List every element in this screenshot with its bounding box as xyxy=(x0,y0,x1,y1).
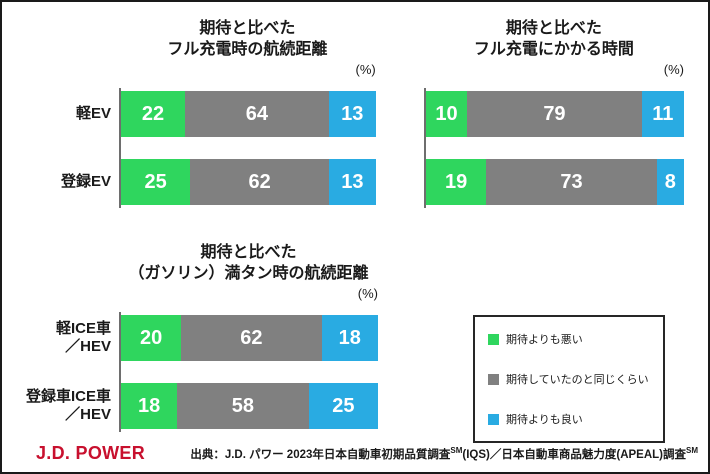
percent-unit-label: (%) xyxy=(357,286,378,302)
legend-label: 期待していたのと同じくらい xyxy=(506,374,649,387)
percent-unit-label: (%) xyxy=(663,62,684,78)
legend-label: 期待よりも悪い xyxy=(506,334,583,347)
bar-segment-worse-than-expected: 19 xyxy=(425,159,487,206)
bar-segment-better-than-expected: 13 xyxy=(328,91,376,138)
bar-rows: 軽EV 22 64 13 登録EV 25 62 13 xyxy=(22,88,376,209)
category-axis-line xyxy=(119,88,121,209)
stacked-bar: 18 58 25 xyxy=(121,383,378,430)
bar-segment-same-as-expected: 73 xyxy=(486,159,657,206)
source-citation: 出典：J.D. パワー 2023年日本自動車初期品質調査SM(IQS)／日本自動… xyxy=(190,446,698,462)
stacked-bar: 25 62 13 xyxy=(121,159,376,206)
legend-swatch xyxy=(488,413,499,425)
top-charts-row: 期待と比べた フル充電時の航続距離 (%) 軽EV 22 64 13 登録EV 25 62 1… xyxy=(22,18,684,209)
bar-segment-worse-than-expected: 20 xyxy=(121,315,182,362)
chart-full-charge-range: 期待と比べた フル充電時の航続距離 (%) 軽EV 22 64 13 登録EV 25 62 1… xyxy=(22,18,376,209)
bar-segment-worse-than-expected: 10 xyxy=(425,91,468,138)
source-sm-superscript: SM xyxy=(450,445,463,455)
chart-header: 期待と比べた （ガソリン）満タン時の航続距離 (%) xyxy=(119,242,378,302)
source-text-middle: (IQS)／日本自動車商品魅力度(APEAL)調査 xyxy=(462,448,686,461)
legend-item-worse-than-expected: 期待よりも悪い xyxy=(488,331,649,347)
chart-title: 期待と比べた （ガソリン）満タン時の航続距離 xyxy=(128,244,369,283)
bar-row: 登録EV 25 62 13 xyxy=(22,159,376,206)
chart-header: 期待と比べた フル充電にかかる時間 (%) xyxy=(424,18,684,78)
bar-segment-better-than-expected: 18 xyxy=(321,315,378,362)
bottom-charts-row: 期待と比べた （ガソリン）満タン時の航続距離 (%) 軽ICE車 ／HEV 20 6… xyxy=(22,242,684,444)
bar-row: 10 79 11 xyxy=(424,91,684,138)
bar-segment-better-than-expected: 8 xyxy=(656,159,684,206)
bar-segment-better-than-expected: 11 xyxy=(641,91,684,138)
bar-rows: 10 79 11 19 73 8 xyxy=(423,88,684,209)
category-label: 軽EV xyxy=(75,104,111,122)
chart-gasoline-full-tank-range: 期待と比べた （ガソリン）満タン時の航続距離 (%) 軽ICE車 ／HEV 20 6… xyxy=(22,242,378,433)
bar-segment-better-than-expected: 25 xyxy=(308,383,378,430)
stacked-bar: 22 64 13 xyxy=(121,91,376,138)
legend: 期待よりも悪い期待していたのと同じくらい 期待よりも良い xyxy=(473,315,665,444)
bar-segment-worse-than-expected: 22 xyxy=(121,91,186,138)
source-text-prefix: 出典：J.D. パワー 2023年日本自動車初期品質調査 xyxy=(190,448,451,461)
bar-row: 19 73 8 xyxy=(424,159,684,206)
legend-swatch xyxy=(488,373,499,385)
stacked-bar: 10 79 11 xyxy=(425,91,684,138)
category-axis-line xyxy=(423,88,426,209)
stacked-bar: 19 73 8 xyxy=(425,159,684,206)
category-label: 登録車ICE車 ／HEV xyxy=(25,387,111,424)
bar-segment-same-as-expected: 62 xyxy=(190,159,330,206)
bar-segment-same-as-expected: 79 xyxy=(467,91,642,138)
category-label: 登録EV xyxy=(60,172,111,190)
jdpower-logo: J.D. POWER xyxy=(36,443,146,463)
charts-area: 期待と比べた フル充電時の航続距離 (%) 軽EV 22 64 13 登録EV 25 62 1… xyxy=(2,2,708,444)
legend-item-better-than-expected: 期待よりも良い xyxy=(488,411,649,427)
legend-item-same-as-expected: 期待していたのと同じくらい xyxy=(488,371,649,387)
chart-title: 期待と比べた フル充電にかかる時間 xyxy=(473,20,634,59)
bar-segment-worse-than-expected: 18 xyxy=(121,383,178,430)
legend-label: 期待よりも良い xyxy=(506,414,583,427)
legend-swatch xyxy=(488,333,499,345)
percent-unit-label: (%) xyxy=(355,62,376,78)
bar-segment-same-as-expected: 62 xyxy=(181,315,322,362)
chart-title: 期待と比べた フル充電時の航続距離 xyxy=(167,20,328,59)
category-label: 軽ICE車 ／HEV xyxy=(55,319,111,356)
bar-segment-same-as-expected: 64 xyxy=(185,91,329,138)
bar-segment-worse-than-expected: 25 xyxy=(121,159,191,206)
chart-full-charge-time: 期待と比べた フル充電にかかる時間 (%) 10 79 11 19 73 8 xyxy=(423,18,684,209)
chart-header: 期待と比べた フル充電時の航続距離 (%) xyxy=(119,18,376,78)
category-axis-line xyxy=(119,312,121,433)
footer: J.D. POWER 出典：J.D. パワー 2023年日本自動車初期品質調査S… xyxy=(36,443,698,464)
bar-row: 軽ICE車 ／HEV 20 62 18 xyxy=(22,315,378,362)
bar-segment-better-than-expected: 13 xyxy=(329,159,376,206)
stacked-bar: 20 62 18 xyxy=(121,315,378,362)
bar-rows: 軽ICE車 ／HEV 20 62 18 登録車ICE車 ／HEV 18 58 25 xyxy=(22,312,378,433)
source-sm-superscript: SM xyxy=(686,445,698,455)
bar-segment-same-as-expected: 58 xyxy=(177,383,309,430)
bar-row: 登録車ICE車 ／HEV 18 58 25 xyxy=(22,383,378,430)
bar-row: 軽EV 22 64 13 xyxy=(22,91,376,138)
